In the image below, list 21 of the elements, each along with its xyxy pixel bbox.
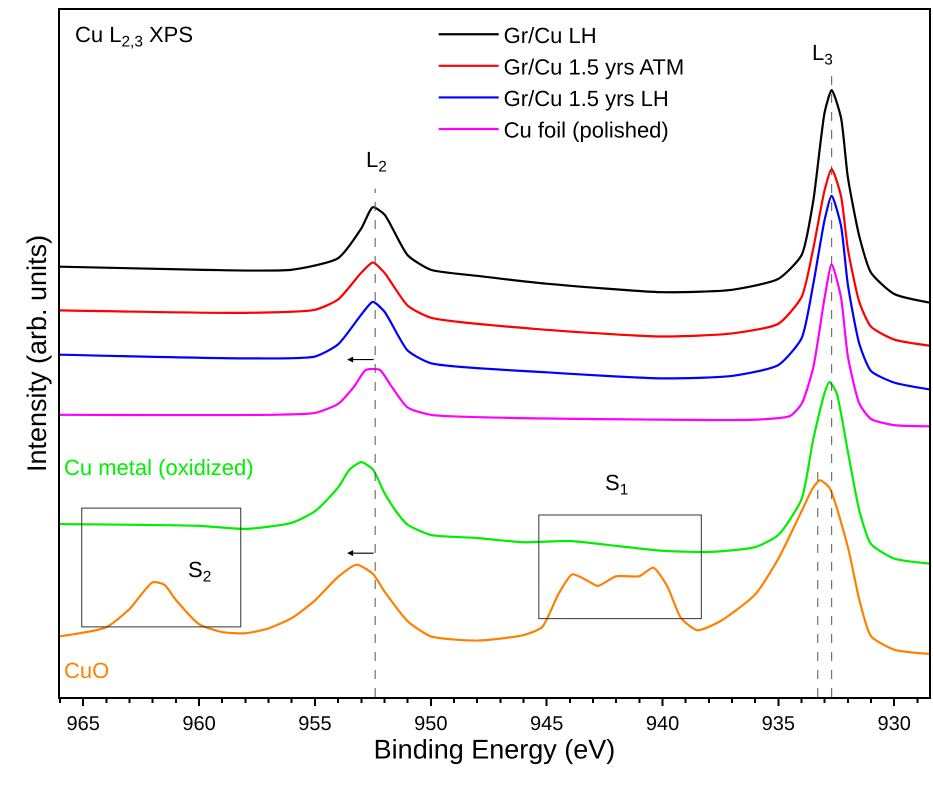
- x-tick-label: 935: [762, 712, 796, 735]
- legend-label: Gr/Cu 1.5 yrs ATM: [504, 54, 684, 80]
- x-tick-label: 955: [298, 712, 332, 735]
- legend-label: Gr/Cu 1.5 yrs LH: [504, 86, 669, 112]
- x-axis-title: Binding Energy (eV): [374, 734, 616, 765]
- text: L$_{3}$: [812, 40, 833, 69]
- y-axis-title: Intensity (arb. units): [22, 234, 52, 472]
- text: Cu metal (oxidized): [64, 455, 254, 480]
- series-label: CuO: [64, 658, 110, 683]
- x-tick-label: 930: [878, 712, 911, 735]
- x-tick-label: 945: [530, 712, 564, 735]
- annotation: L$_{2}$: [366, 147, 387, 176]
- legend-label: Cu foil (polished): [504, 118, 669, 143]
- annotation: S$_{1}$: [605, 470, 628, 499]
- x-tick-label: 950: [414, 712, 448, 735]
- x-tick-label: 965: [66, 712, 100, 735]
- x-tick-label: 960: [182, 712, 216, 735]
- legend-label: Gr/Cu LH: [504, 22, 597, 48]
- annotation: S$_{2}$: [188, 557, 212, 586]
- text: Cu L$_{2,3}$ XPS: [75, 22, 194, 51]
- x-tick-label: 940: [646, 712, 680, 735]
